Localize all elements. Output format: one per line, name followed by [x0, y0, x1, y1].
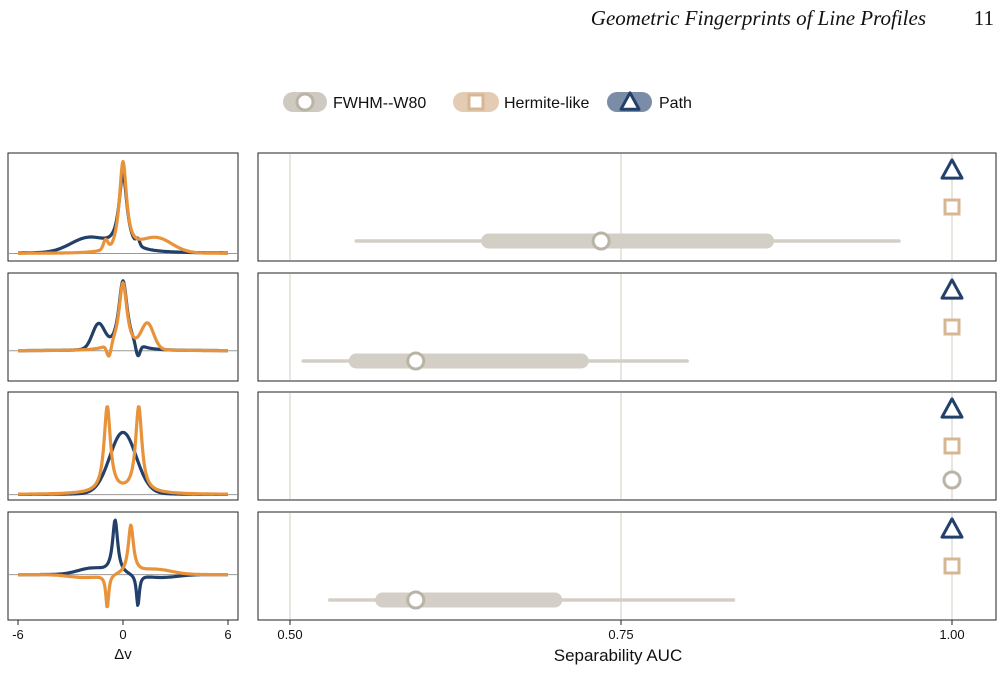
hermite-marker-3 [943, 437, 961, 455]
profile-x-label: Δv [114, 646, 132, 663]
auc-tick-label: 1.00 [939, 627, 964, 642]
profile-line-navy-3 [17, 430, 229, 496]
path-marker-2 [940, 278, 964, 300]
auc-panel-4 [257, 511, 997, 621]
legend-label-triangle: Path [659, 95, 692, 112]
fwhm-marker-2 [406, 351, 426, 371]
fwhm-marker-4 [406, 590, 426, 610]
auc-panel-2 [257, 272, 997, 382]
auc-tick-label: 0.75 [608, 627, 633, 642]
profile-tick-label: 0 [119, 627, 126, 642]
legend-marker-triangle [619, 91, 641, 111]
profile-line-orange-4 [17, 523, 229, 609]
auc-tick-label: 0.50 [277, 627, 302, 642]
profile-tick-label: -6 [12, 627, 24, 642]
profile-panel-3 [7, 391, 239, 501]
profile-panel-1 [7, 152, 239, 262]
profile-panel-2 [7, 272, 239, 382]
legend-marker-circle [295, 92, 315, 112]
path-marker-1 [940, 158, 964, 180]
legend-label-square: Hermite-like [504, 95, 589, 112]
running-title: Geometric Fingerprints of Line Profiles [590, 6, 926, 30]
hermite-marker-4 [943, 557, 961, 575]
profile-line-navy-4 [17, 518, 229, 607]
profile-line-navy-2 [17, 279, 229, 358]
path-marker-4 [940, 517, 964, 539]
profile-line-navy-1 [17, 172, 229, 255]
page-header: Geometric Fingerprints of Line Profiles … [0, 6, 1004, 38]
auc-panel-1 [257, 152, 997, 262]
fwhm-marker-1 [591, 231, 611, 251]
auc-x-label: Separability AUC [554, 646, 683, 665]
fwhm-marker-3 [942, 470, 962, 490]
path-marker-3 [940, 397, 964, 419]
legend-label-circle: FWHM--W80 [333, 95, 426, 112]
page-number: 11 [973, 6, 994, 30]
profile-line-orange-3 [17, 405, 229, 496]
profile-line-orange-1 [17, 159, 229, 255]
hermite-marker-2 [943, 318, 961, 336]
profile-tick-label: 6 [224, 627, 231, 642]
hermite-marker-1 [943, 198, 961, 216]
profile-line-orange-2 [17, 281, 229, 358]
legend-marker-square [467, 93, 485, 111]
auc-panel-3 [257, 391, 997, 501]
